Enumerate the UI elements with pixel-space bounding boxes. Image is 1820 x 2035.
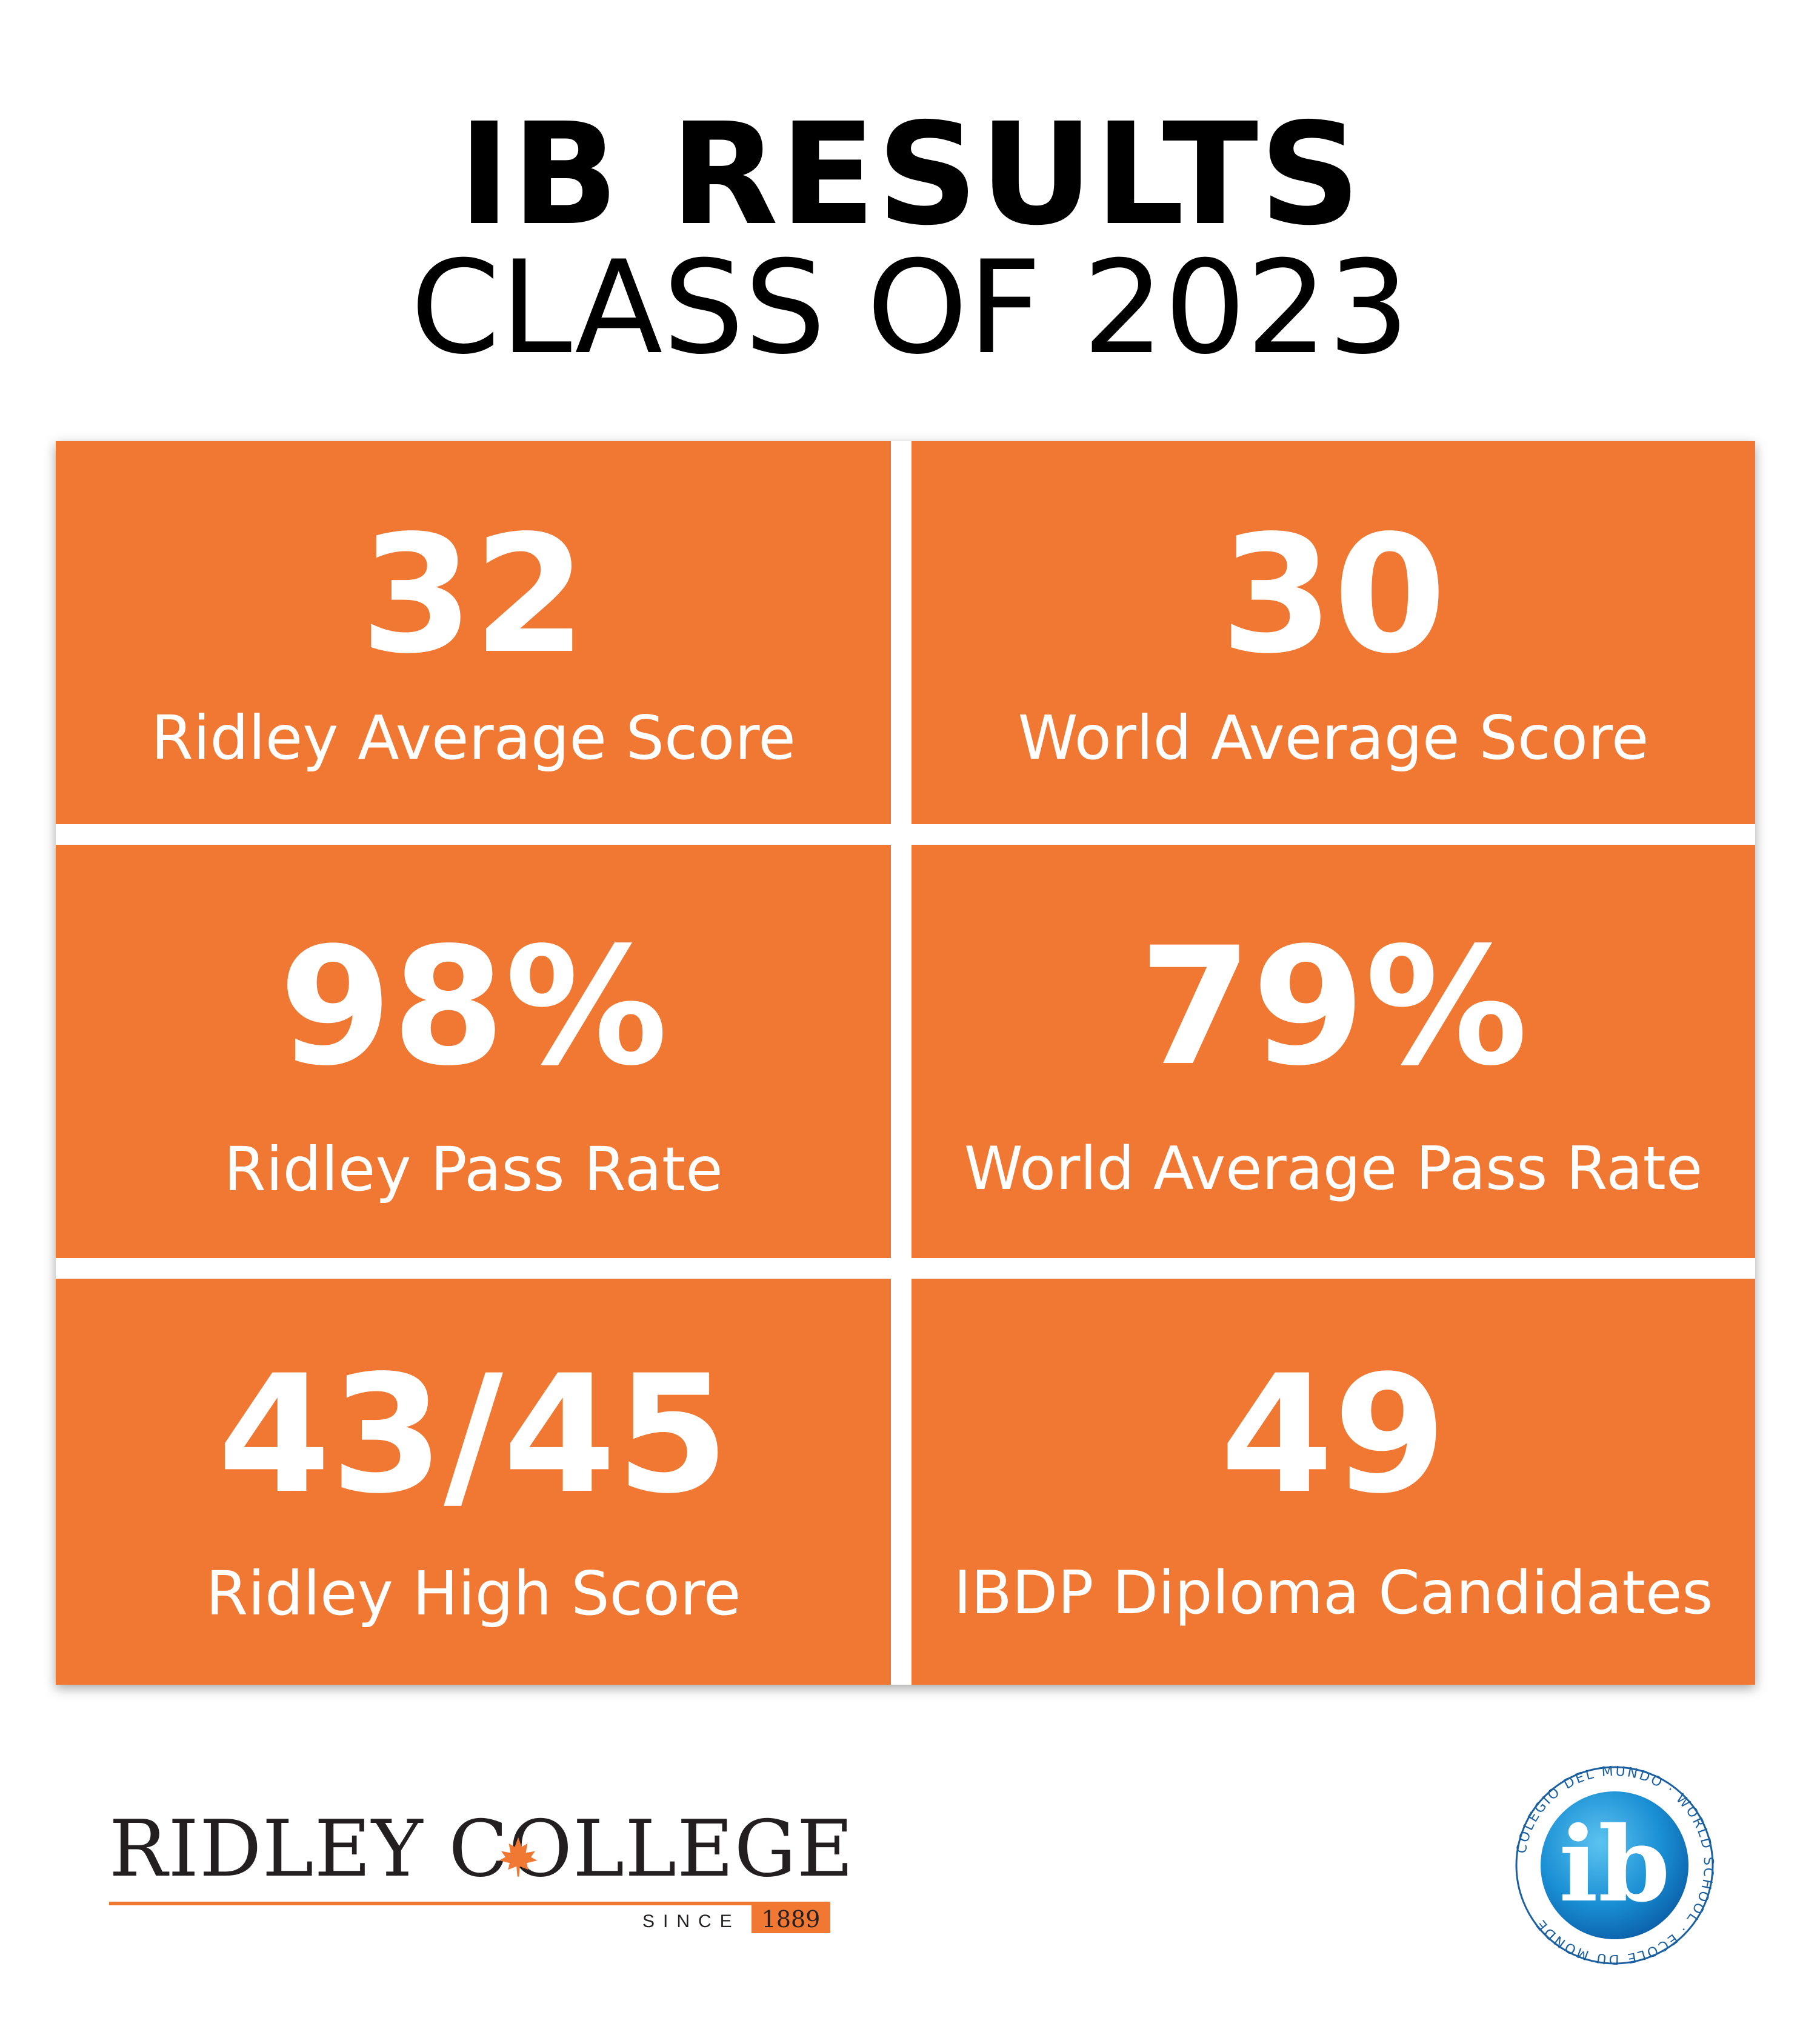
- stat-label: IBDP Diploma Candidates: [953, 1559, 1713, 1628]
- stat-label: Ridley High Score: [205, 1558, 741, 1629]
- stat-label: Ridley Pass Rate: [224, 1134, 723, 1205]
- stat-value: 49: [1220, 1341, 1447, 1530]
- stat-tile-world-average-score: 30 World Average Score: [912, 441, 1755, 824]
- ridley-since-text: SINCE: [642, 1911, 741, 1931]
- maple-leaf-icon: [499, 1837, 538, 1877]
- stat-tile-ridley-pass-rate: 98% Ridley Pass Rate: [56, 845, 891, 1258]
- ridley-logo-rule: [109, 1902, 830, 1905]
- stat-value: 79%: [1139, 913, 1528, 1102]
- stat-tile-ibdp-diploma-candidates: 49 IBDP Diploma Candidates: [912, 1279, 1755, 1685]
- ridley-college-logo: RIDLEY COLLEGE SINCE 1889: [109, 1811, 853, 1933]
- stat-value: 98%: [279, 913, 668, 1102]
- stats-grid: 32 Ridley Average Score 30 World Average…: [56, 441, 1755, 1685]
- stat-tile-world-average-pass-rate: 79% World Average Pass Rate: [912, 845, 1755, 1258]
- page-subtitle: CLASS OF 2023: [410, 233, 1410, 382]
- svg-text:ib: ib: [1559, 1804, 1670, 1925]
- page-title: IB RESULTS: [458, 93, 1362, 256]
- stat-label: World Average Pass Rate: [964, 1134, 1703, 1204]
- ridley-year-badge: 1889: [752, 1905, 830, 1933]
- stat-value: 32: [360, 501, 587, 690]
- ib-world-school-logo: COLEGIO DEL MUNDO · WORLD SCHOOL · ECOLE…: [1512, 1762, 1718, 1968]
- ib-world-school-seal: COLEGIO DEL MUNDO · WORLD SCHOOL · ECOLE…: [1514, 1764, 1714, 1967]
- stat-tile-ridley-high-score: 43/45 Ridley High Score: [56, 1279, 891, 1685]
- stat-label: World Average Score: [1018, 702, 1649, 773]
- stat-value: 43/45: [218, 1341, 729, 1530]
- stat-value: 30: [1220, 501, 1447, 690]
- ridley-college-wordmark: RIDLEY COLLEGE: [109, 1804, 855, 1894]
- stat-tile-ridley-average-score: 32 Ridley Average Score: [56, 441, 891, 824]
- stat-label: Ridley Average Score: [151, 702, 796, 773]
